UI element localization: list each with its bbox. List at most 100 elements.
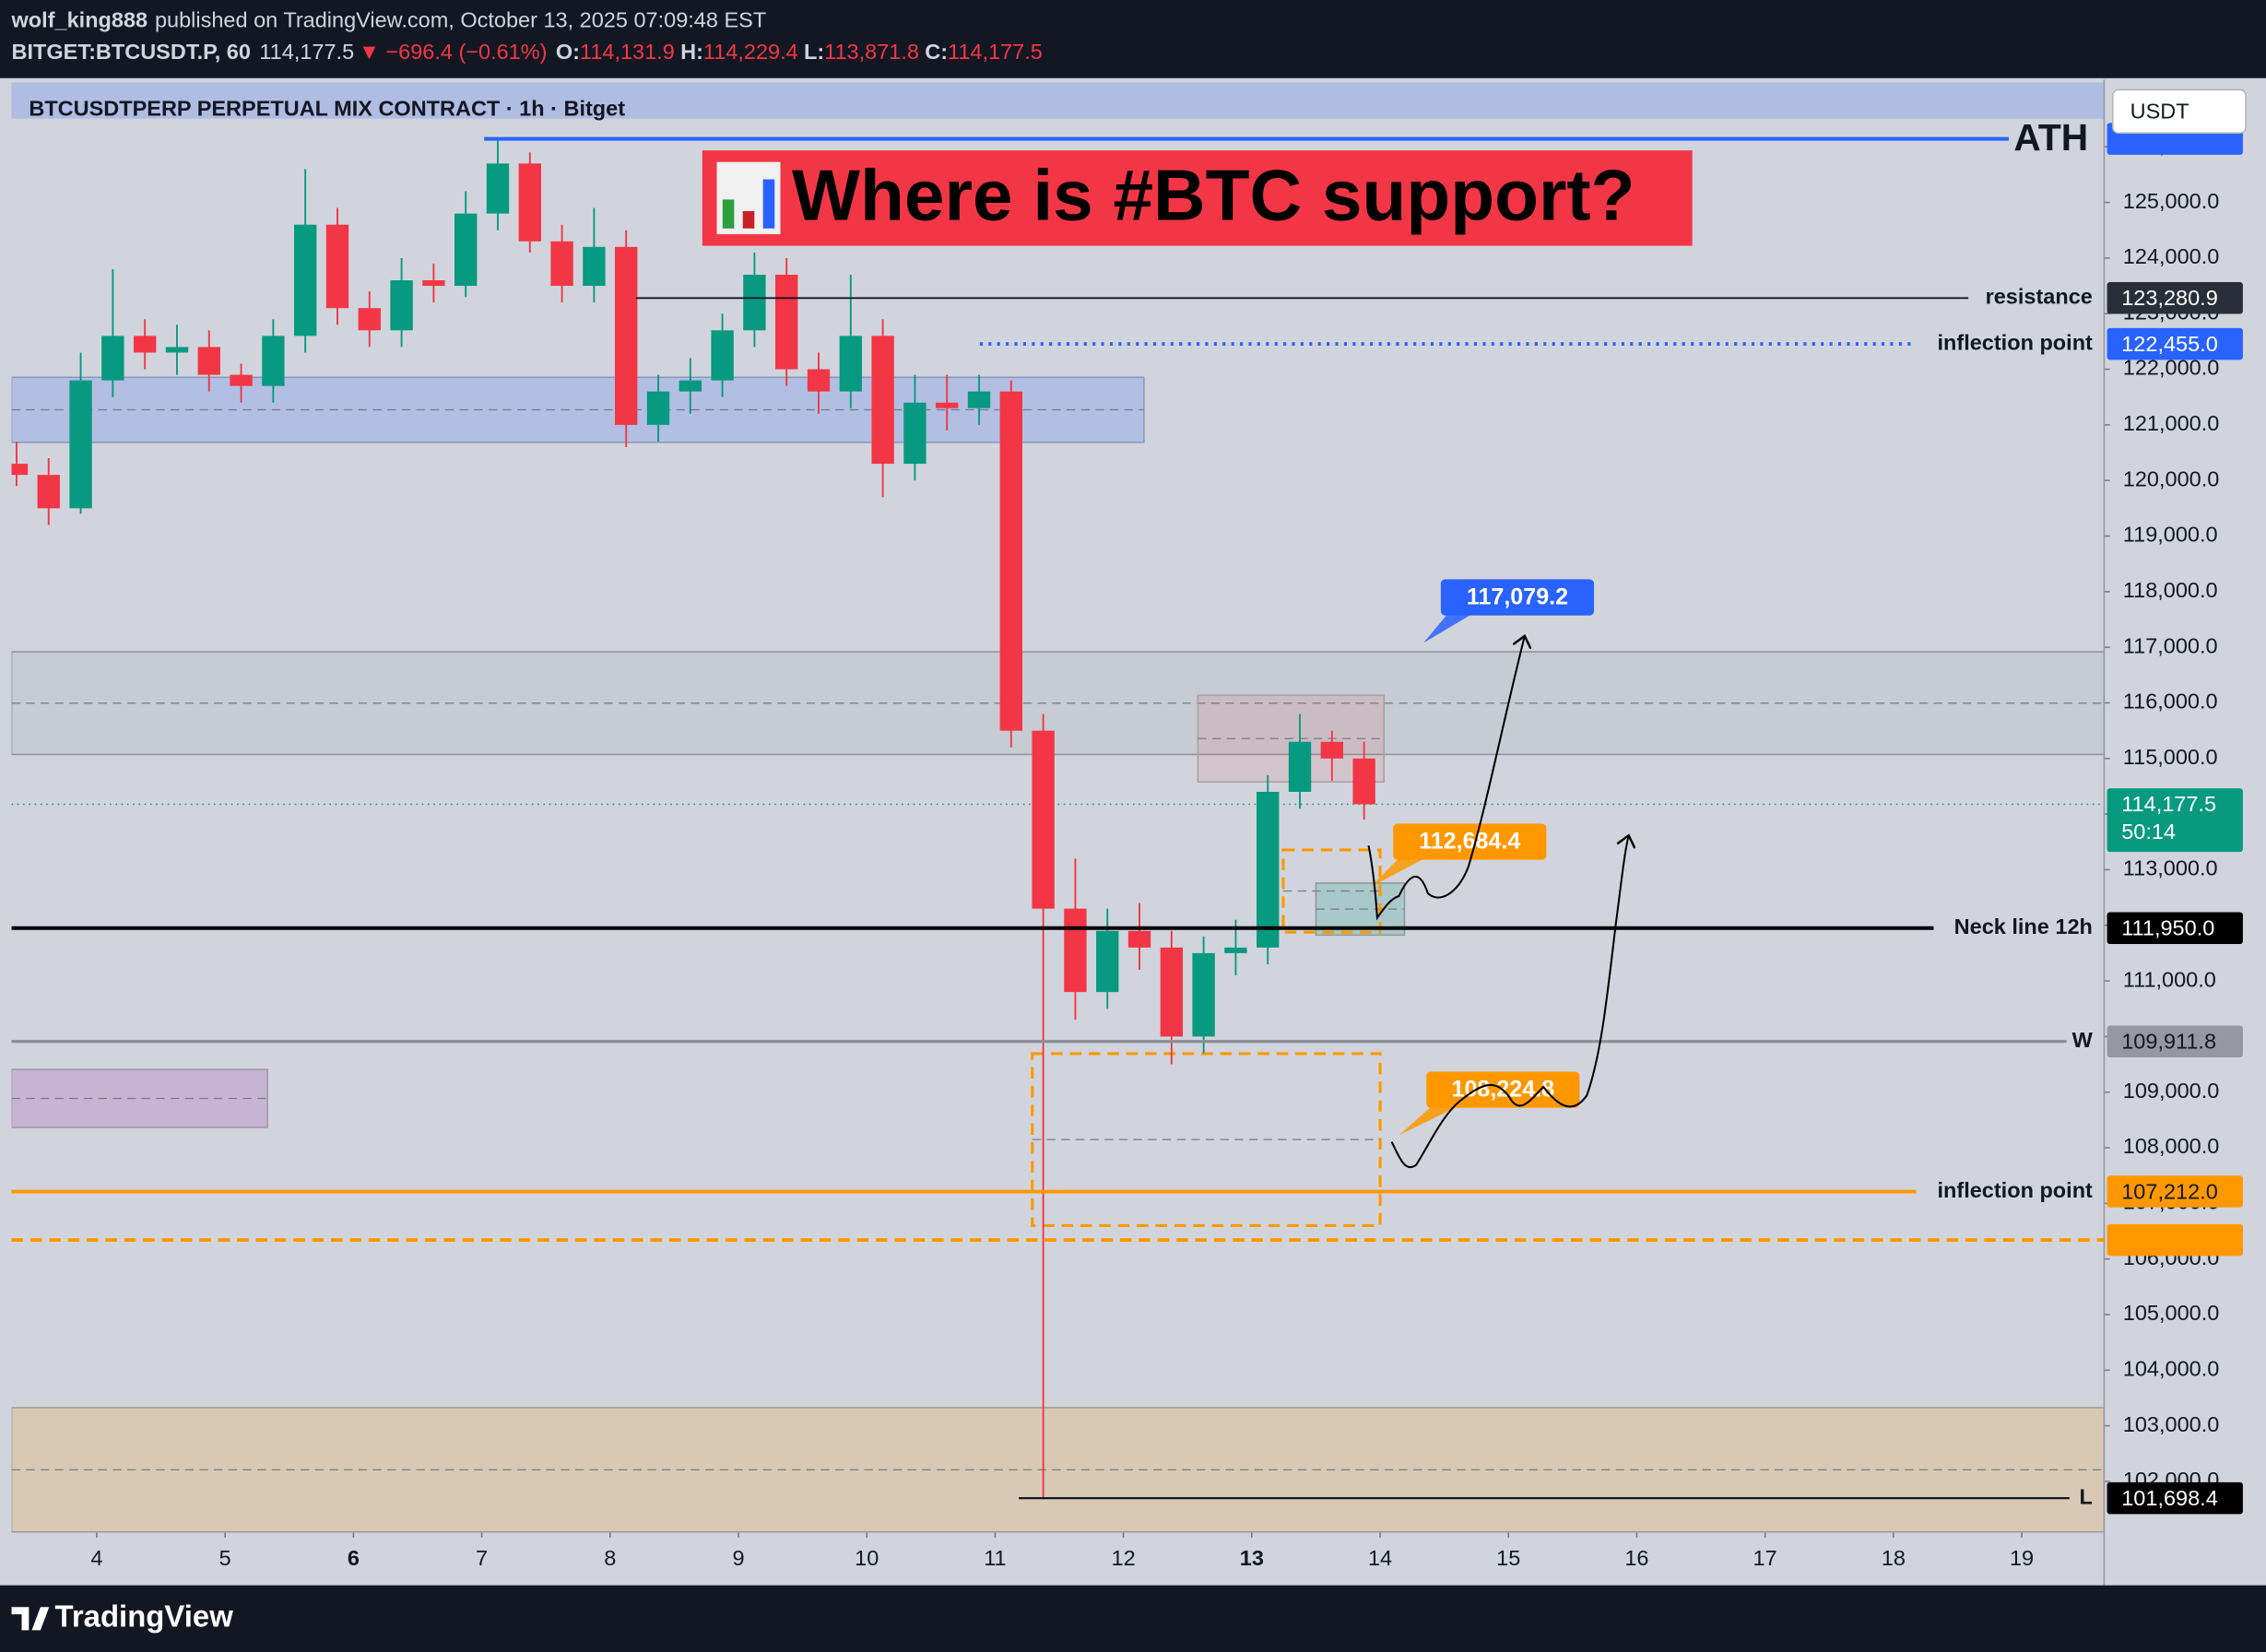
y-tick-label: 103,000.0 bbox=[2123, 1412, 2220, 1436]
candle-body bbox=[230, 374, 253, 386]
level-label: L bbox=[2080, 1484, 2093, 1508]
candle-body bbox=[1192, 952, 1215, 1037]
banner-icon bbox=[716, 161, 781, 235]
h-label: H: bbox=[680, 40, 703, 64]
change: −696.4 (−0.61%) bbox=[385, 40, 547, 64]
candle-body bbox=[37, 475, 60, 509]
x-tick-label: 9 bbox=[732, 1546, 744, 1570]
overlay: 102,000.0103,000.0104,000.0105,000.0106,… bbox=[11, 79, 2243, 1586]
candle-body bbox=[583, 246, 606, 287]
candle-body bbox=[197, 347, 220, 375]
candle-body bbox=[101, 336, 124, 381]
y-tick-label: 115,000.0 bbox=[2123, 745, 2218, 769]
level-label: resistance bbox=[1986, 284, 2093, 308]
candle-body bbox=[999, 391, 1022, 731]
title-band bbox=[11, 82, 2105, 119]
candle-body bbox=[646, 391, 670, 425]
x-tick-label: 12 bbox=[1112, 1546, 1136, 1570]
callout-box bbox=[1393, 823, 1547, 860]
candle-body bbox=[325, 224, 349, 309]
candle-body bbox=[1224, 947, 1247, 953]
candle-body bbox=[1096, 930, 1119, 993]
candle-body bbox=[165, 347, 189, 353]
candle-body bbox=[936, 402, 959, 408]
low: 113,871.8 bbox=[824, 40, 919, 64]
published: published on TradingView.com, October 13… bbox=[155, 8, 766, 32]
candle-body bbox=[1127, 930, 1151, 948]
candle-body bbox=[294, 224, 317, 336]
callout-pointer bbox=[1423, 608, 1470, 643]
x-tick-label: 6 bbox=[348, 1546, 360, 1570]
price-tag bbox=[2107, 1481, 2243, 1515]
y-tick-label: 108,000.0 bbox=[2123, 1134, 2220, 1158]
high: 114,229.4 bbox=[703, 40, 798, 64]
candle-body bbox=[262, 336, 285, 386]
x-tick-label: 10 bbox=[855, 1546, 879, 1570]
y-tick-label: 124,000.0 bbox=[2123, 244, 2220, 268]
candle-body bbox=[454, 213, 478, 287]
candle-body bbox=[1032, 730, 1055, 909]
candle-body bbox=[422, 280, 445, 287]
y-tick-label: 118,000.0 bbox=[2123, 578, 2218, 602]
x-tick-label: 15 bbox=[1496, 1546, 1520, 1570]
arrow: ▼ bbox=[359, 40, 380, 64]
callout-pointer bbox=[1399, 1100, 1456, 1136]
candle-body bbox=[807, 369, 831, 392]
price-tag bbox=[2107, 1025, 2243, 1057]
price-tag-label: 109,911.8 bbox=[2121, 1029, 2216, 1053]
banner bbox=[702, 150, 1693, 246]
candle-body bbox=[711, 330, 734, 381]
y-tick-label: 113,000.0 bbox=[2123, 856, 2218, 880]
banner-text: Where is #BTC support? bbox=[792, 155, 1635, 236]
brand-logo bbox=[11, 1607, 50, 1631]
x-tick-label: 18 bbox=[1882, 1546, 1906, 1570]
level-label: Neck line 12h bbox=[1954, 914, 2093, 938]
price-tag-label: 123,280.9 bbox=[2121, 286, 2218, 310]
y-tick-label: 117,000.0 bbox=[2123, 633, 2218, 657]
candle-body bbox=[518, 163, 541, 242]
callout-pointer bbox=[1370, 852, 1422, 888]
candle-body bbox=[11, 464, 29, 476]
c-label: C: bbox=[925, 40, 948, 64]
candle-body bbox=[1160, 947, 1184, 1037]
icon-bar bbox=[762, 179, 775, 229]
level-label: inflection point bbox=[1937, 330, 2093, 354]
zone bbox=[1281, 848, 1382, 934]
candle-body bbox=[550, 241, 573, 287]
candle-body bbox=[1320, 741, 1344, 759]
o-label: O: bbox=[556, 40, 580, 64]
candle-body bbox=[615, 246, 638, 425]
price-tag bbox=[2107, 912, 2243, 945]
y-tick-label: 120,000.0 bbox=[2123, 466, 2220, 490]
candle-body bbox=[967, 391, 991, 408]
candle-body bbox=[1352, 758, 1375, 805]
price-tag bbox=[2107, 1175, 2243, 1208]
countdown: 50:14 bbox=[2121, 820, 2176, 844]
price-tag-label: 101,698.4 bbox=[2121, 1486, 2218, 1510]
candle-body bbox=[133, 336, 157, 353]
x-tick-label: 4 bbox=[90, 1546, 102, 1570]
candle-body bbox=[1288, 741, 1312, 792]
last-price-label: 114,177.5 bbox=[2121, 792, 2216, 816]
x-tick-label: 16 bbox=[1624, 1546, 1648, 1570]
l-label: L: bbox=[804, 40, 824, 64]
zone bbox=[11, 1068, 268, 1128]
x-tick-label: 13 bbox=[1240, 1546, 1264, 1570]
currency-button[interactable] bbox=[2112, 88, 2247, 135]
plot bbox=[11, 82, 2105, 1532]
y-tick-label: 105,000.0 bbox=[2123, 1301, 2220, 1325]
candle-body bbox=[358, 308, 381, 331]
candle-body bbox=[679, 380, 702, 392]
y-tick-label: 104,000.0 bbox=[2123, 1357, 2220, 1381]
x-tick-label: 11 bbox=[984, 1546, 1006, 1570]
candle-body bbox=[903, 402, 926, 465]
close: 114,177.5 bbox=[948, 40, 1043, 64]
brand: TradingView bbox=[55, 1599, 234, 1634]
x-tick-label: 19 bbox=[2010, 1546, 2034, 1570]
y-tick-label: 109,000.0 bbox=[2123, 1079, 2220, 1103]
level-label: ATH bbox=[2013, 116, 2088, 159]
price-tag bbox=[2107, 1223, 2243, 1257]
x-tick-label: 14 bbox=[1368, 1546, 1392, 1570]
